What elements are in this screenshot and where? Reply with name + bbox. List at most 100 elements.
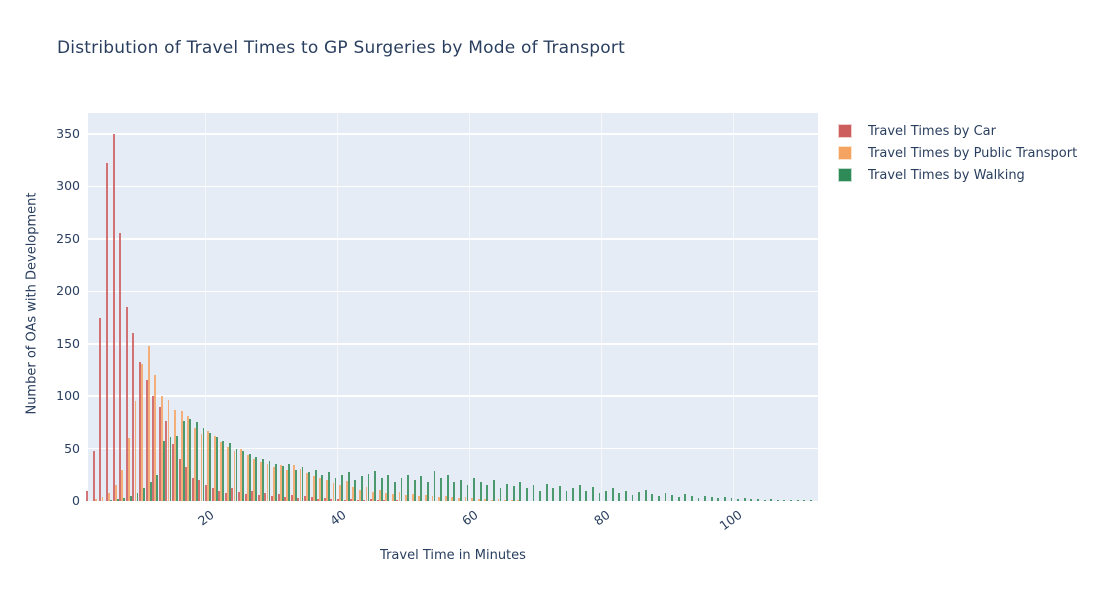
histogram-bar bbox=[294, 469, 297, 501]
histogram-bar bbox=[337, 498, 339, 501]
x-axis-title: Travel Time in Minutes bbox=[380, 548, 526, 563]
histogram-bar bbox=[585, 490, 588, 501]
x-gridline bbox=[600, 113, 602, 501]
histogram-bar bbox=[809, 500, 812, 501]
histogram-bar bbox=[132, 333, 135, 501]
legend-item-car: Travel Times by Car bbox=[838, 120, 1077, 142]
histogram-bar bbox=[352, 487, 355, 501]
histogram-bar bbox=[763, 500, 766, 501]
histogram-bar bbox=[211, 488, 214, 501]
legend-item-walking: Travel Times by Walking bbox=[838, 164, 1077, 186]
y-gridline bbox=[88, 395, 818, 397]
histogram-bar bbox=[110, 500, 113, 501]
histogram-bar bbox=[218, 490, 221, 501]
histogram-bar bbox=[288, 464, 291, 501]
histogram-bar bbox=[279, 465, 282, 501]
histogram-bar bbox=[396, 500, 399, 501]
histogram-bar bbox=[292, 465, 295, 501]
histogram-bar bbox=[99, 317, 102, 501]
histogram-bar bbox=[378, 489, 381, 501]
histogram-bar bbox=[323, 497, 326, 501]
histogram-bar bbox=[477, 498, 480, 501]
histogram-bar bbox=[451, 496, 454, 501]
histogram-bar bbox=[565, 490, 568, 501]
y-tick-label: 350 bbox=[56, 126, 80, 141]
histogram-bar bbox=[704, 495, 707, 501]
histogram-bar bbox=[330, 498, 333, 501]
histogram-bar bbox=[539, 490, 542, 501]
histogram-bar bbox=[139, 361, 141, 501]
histogram-bar bbox=[383, 500, 386, 501]
histogram-bar bbox=[202, 427, 205, 501]
histogram-bar bbox=[618, 492, 621, 501]
histogram-bar bbox=[116, 498, 119, 501]
histogram-bar bbox=[162, 441, 165, 501]
histogram-bar bbox=[141, 363, 143, 501]
histogram-bar bbox=[497, 498, 500, 501]
histogram-bar bbox=[268, 461, 271, 501]
histogram-bar bbox=[405, 494, 408, 501]
histogram-bar bbox=[136, 492, 139, 501]
histogram-bar bbox=[275, 464, 278, 501]
histogram-bar bbox=[106, 163, 108, 501]
histogram-bar bbox=[517, 500, 520, 501]
histogram-bar bbox=[94, 498, 97, 501]
histogram-bar bbox=[387, 474, 390, 501]
histogram-bar bbox=[783, 500, 786, 501]
histogram-bar bbox=[552, 488, 555, 501]
histogram-bar bbox=[424, 494, 427, 501]
histogram-bar bbox=[121, 469, 124, 501]
histogram-bar bbox=[327, 471, 330, 501]
histogram-bar bbox=[193, 427, 196, 501]
histogram-bar bbox=[200, 433, 203, 501]
histogram-bar bbox=[411, 493, 414, 501]
histogram-bar bbox=[112, 134, 115, 501]
histogram-bar bbox=[156, 474, 159, 501]
histogram-bar bbox=[365, 487, 368, 501]
histogram-bar bbox=[187, 416, 190, 501]
histogram-bar bbox=[572, 488, 575, 501]
histogram-bar bbox=[182, 421, 185, 501]
histogram-bar bbox=[264, 492, 267, 501]
y-tick-label: 100 bbox=[56, 388, 80, 404]
histogram-bar bbox=[154, 375, 157, 501]
histogram-bar bbox=[281, 466, 284, 501]
histogram-bar bbox=[257, 494, 260, 501]
histogram-bar bbox=[261, 459, 264, 501]
y-axis-title: Number of OAs with Development bbox=[24, 192, 40, 415]
legend: Travel Times by Car Travel Times by Publ… bbox=[838, 120, 1077, 186]
chart-title: Distribution of Travel Times to GP Surge… bbox=[57, 38, 625, 58]
y-gridline bbox=[88, 185, 818, 188]
histogram-bar bbox=[370, 498, 372, 501]
histogram-bar bbox=[213, 436, 216, 501]
histogram-bar bbox=[697, 497, 700, 501]
histogram-bar bbox=[176, 436, 179, 501]
histogram-bar bbox=[242, 450, 245, 501]
histogram-bar bbox=[277, 493, 280, 501]
histogram-bar bbox=[512, 486, 515, 501]
histogram-bar bbox=[479, 482, 482, 501]
histogram-bar bbox=[286, 469, 289, 501]
histogram-bar bbox=[724, 496, 726, 501]
histogram-bar bbox=[510, 500, 513, 501]
histogram-bar bbox=[380, 477, 383, 501]
histogram-bar bbox=[341, 474, 344, 501]
histogram-bar bbox=[358, 489, 361, 501]
histogram-bar bbox=[684, 493, 687, 501]
x-gridline bbox=[732, 113, 734, 501]
histogram-bar bbox=[86, 490, 89, 501]
histogram-bar bbox=[301, 467, 304, 501]
y-gridline bbox=[88, 238, 818, 240]
x-gridline bbox=[204, 113, 206, 501]
histogram-bar bbox=[592, 487, 594, 501]
histogram-bar bbox=[677, 496, 680, 501]
histogram-bar bbox=[730, 497, 733, 501]
histogram-bar bbox=[273, 467, 276, 501]
histogram-bar bbox=[504, 500, 507, 501]
histogram-bar bbox=[308, 471, 311, 501]
histogram-bar bbox=[790, 500, 792, 501]
histogram-bar bbox=[259, 462, 262, 501]
histogram-bar bbox=[334, 477, 337, 501]
histogram-bar bbox=[350, 498, 353, 501]
